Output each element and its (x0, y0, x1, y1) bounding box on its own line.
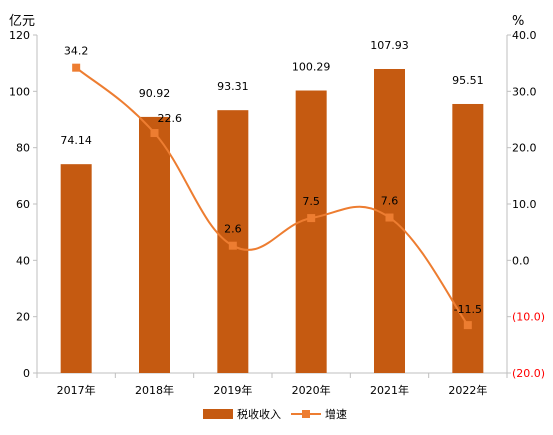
line-marker (72, 63, 81, 72)
bar-series (60, 68, 484, 374)
line-series (72, 63, 472, 330)
bar (60, 164, 92, 373)
bar-value-label: 100.29 (292, 61, 331, 74)
right-axis-unit: % (512, 14, 524, 29)
line-value-label: 7.5 (302, 195, 320, 208)
left-axis-tick-label: 120 (9, 29, 30, 42)
legend-line-label: 增速 (325, 407, 347, 421)
bar (217, 110, 249, 374)
left-axis-tick-label: 0 (23, 367, 30, 380)
bar-value-label: 74.14 (60, 134, 92, 147)
line-value-label: 34.2 (64, 45, 89, 58)
x-axis-tick-label: 2022年 (448, 383, 487, 397)
x-axis-tick-label: 2018年 (135, 383, 174, 397)
left-axis-tick-label: 80 (16, 142, 30, 155)
x-axis-tick-label: 2020年 (292, 383, 331, 397)
bar (139, 116, 170, 374)
growth-line (75, 66, 469, 326)
x-axis-tick-label: 2019年 (213, 383, 252, 397)
line-marker (307, 214, 316, 223)
right-axis-tick-label: 20.0 (512, 142, 537, 155)
left-axis-tick-label: 100 (9, 85, 30, 98)
x-axis-tick-label: 2021年 (370, 383, 409, 397)
right-axis-tick-label: 10.0 (512, 198, 537, 211)
left-axis-unit: 亿元 (9, 14, 35, 29)
bar (452, 103, 484, 373)
bar-value-label: 95.51 (452, 74, 484, 87)
bar-value-label: 90.92 (139, 87, 171, 100)
line-value-label: -11.5 (454, 303, 482, 316)
legend-line-marker (302, 410, 310, 418)
left-axis-tick-label: 60 (16, 198, 30, 211)
left-axis-tick-label: 20 (16, 311, 30, 324)
right-axis-tick-label: (10.0) (512, 311, 545, 324)
axes: 0 20 40 60 80 100 120 40.0 30.0 20.0 10.0 0.0 (10.0)… (9, 29, 545, 397)
bar (295, 90, 327, 373)
right-axis-tick-label: 40.0 (512, 29, 537, 42)
legend-bar-swatch (203, 409, 233, 419)
line-marker (385, 213, 394, 222)
right-axis-tick-label: 30.0 (512, 85, 537, 98)
line-marker (150, 129, 159, 138)
x-axis-tick-label: 2017年 (57, 383, 96, 397)
right-axis-tick-label: 0.0 (512, 254, 530, 267)
line-marker (228, 241, 237, 250)
legend-bar-label: 税收收入 (237, 407, 281, 421)
legend: 税收收入 增速 (203, 407, 347, 421)
bar-value-label: 107.93 (370, 39, 409, 52)
bar-value-label: 93.31 (217, 80, 249, 93)
left-axis-tick-label: 40 (16, 254, 30, 267)
line-marker (463, 321, 472, 330)
data-labels: 74.14 90.92 93.31 100.29 107.93 95.51 34.2 22.6… (60, 39, 483, 316)
line-value-label: 22.6 (158, 112, 183, 125)
right-axis-tick-label: (20.0) (512, 367, 545, 380)
line-value-label: 2.6 (224, 223, 242, 236)
line-value-label: 7.6 (381, 195, 399, 208)
